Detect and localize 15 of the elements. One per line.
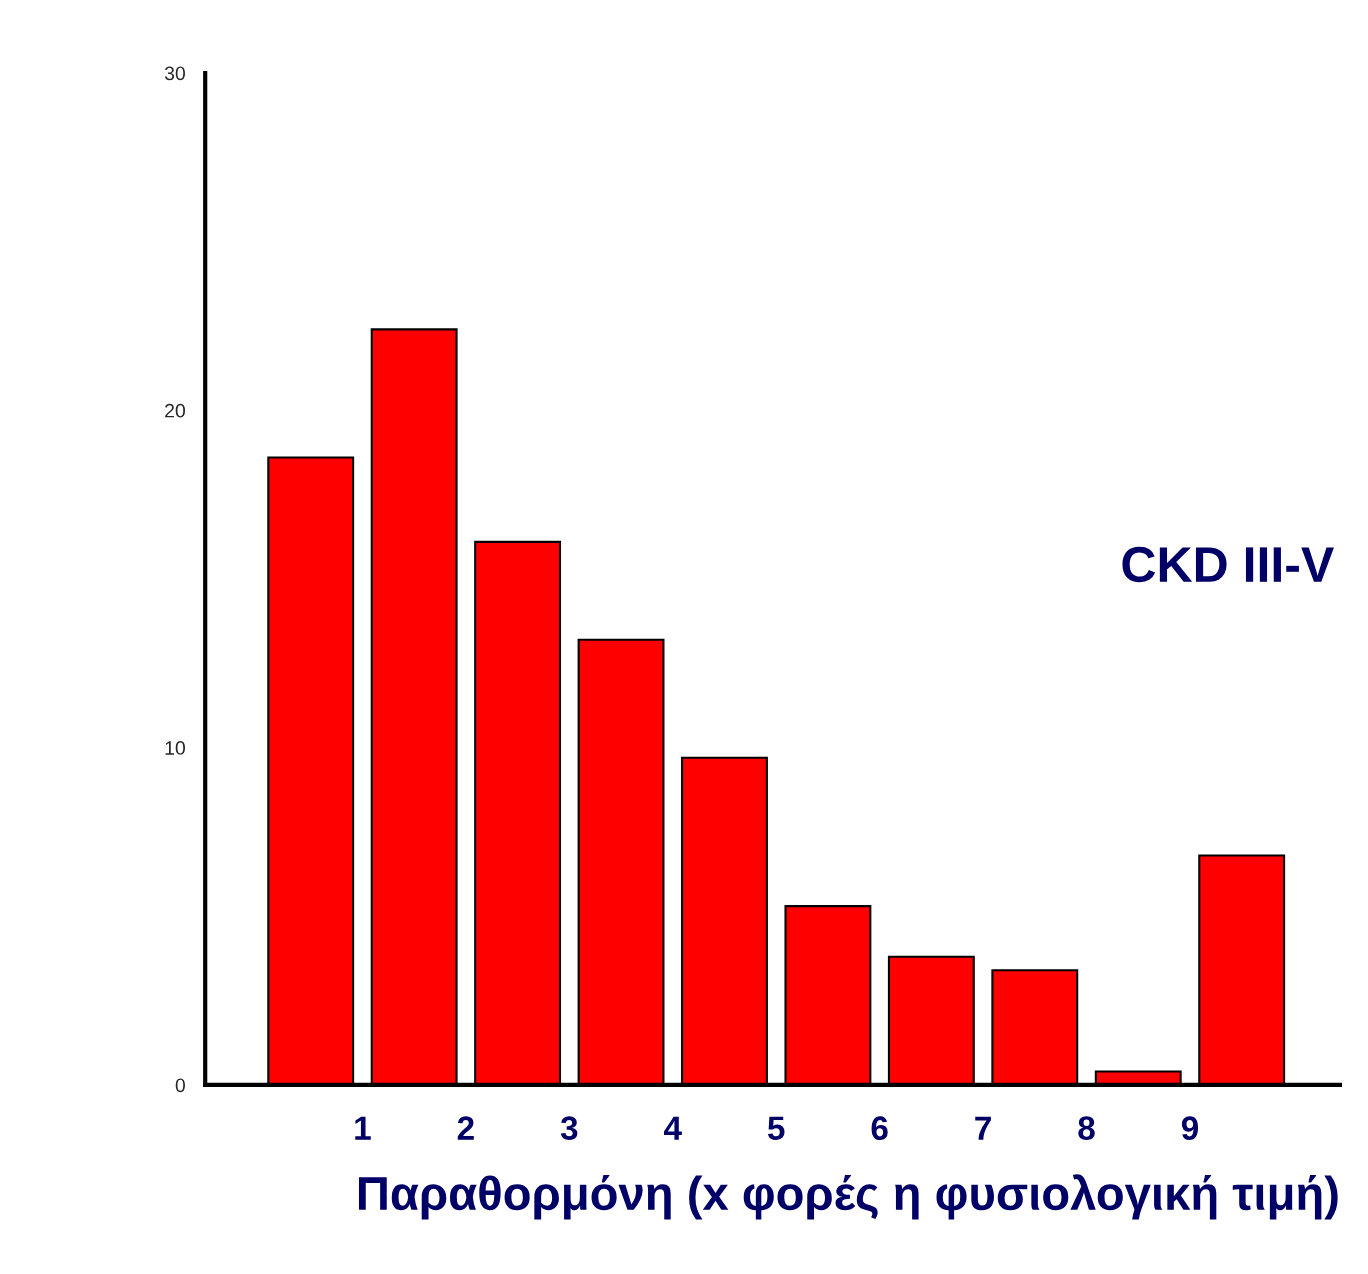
x-tick-label: 5 — [767, 1116, 785, 1140]
x-tick-label: 9 — [1181, 1116, 1198, 1140]
x-tick-label: 1 — [355, 1116, 371, 1140]
y-tick-label: 30 — [164, 66, 185, 81]
y-tick-label: 10 — [165, 741, 185, 755]
y-tick-label: 0 — [175, 1078, 185, 1093]
y-tick-label: 20 — [165, 403, 185, 418]
x-tick-label: 6 — [871, 1116, 888, 1140]
annotation: CKD III-V — [1122, 546, 1334, 583]
x-tick-label: 4 — [663, 1116, 682, 1140]
x-tick-label: 2 — [457, 1116, 474, 1140]
x-tick-label: 3 — [560, 1116, 578, 1141]
x-tick-label: 7 — [975, 1116, 991, 1140]
x-axis-title: Παραθορμόνη (x φορές η φυσιολογική τιμή) — [358, 1174, 1338, 1220]
x-tick-label: 8 — [1078, 1116, 1095, 1140]
